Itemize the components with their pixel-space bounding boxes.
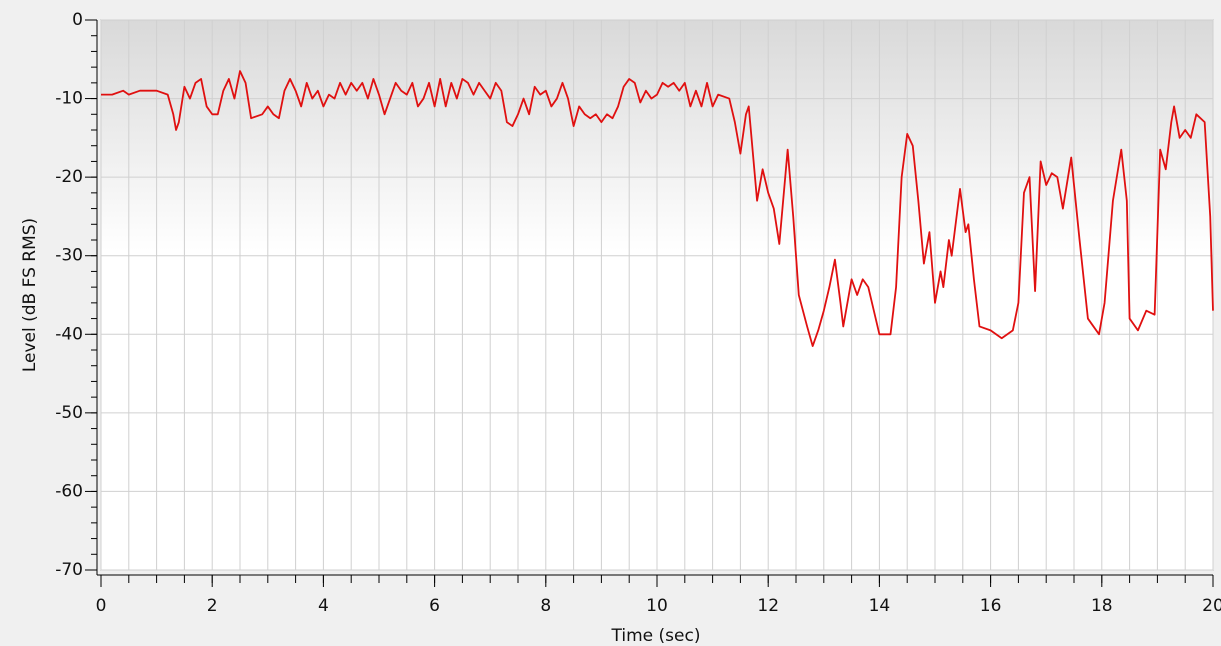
- x-axis-label: Time (sec): [611, 626, 701, 646]
- x-tick-label: 16: [980, 596, 1002, 616]
- y-tick-label: -30: [55, 246, 83, 266]
- y-tick-label: -20: [55, 167, 83, 187]
- x-tick-label: 12: [757, 596, 779, 616]
- x-tick-label: 8: [540, 596, 551, 616]
- x-tick-label: 0: [96, 596, 107, 616]
- x-tick-label: 20: [1202, 596, 1221, 616]
- x-tick-label: 4: [318, 596, 329, 616]
- data-line: [101, 70, 1214, 347]
- x-tick-label: 2: [207, 596, 218, 616]
- x-tick-label: 14: [869, 596, 891, 616]
- x-tick-label: 6: [429, 596, 440, 616]
- y-tick-label: -50: [55, 403, 83, 423]
- y-tick-label: -10: [55, 89, 83, 109]
- x-tick-label: 18: [1091, 596, 1113, 616]
- y-axis-label: Level (dB FS RMS): [20, 218, 40, 372]
- y-tick-label: -40: [55, 324, 83, 344]
- x-tick-label: 10: [646, 596, 668, 616]
- y-tick-label: 0: [72, 10, 83, 30]
- y-tick-label: -70: [55, 560, 83, 580]
- y-tick-label: -60: [55, 481, 83, 501]
